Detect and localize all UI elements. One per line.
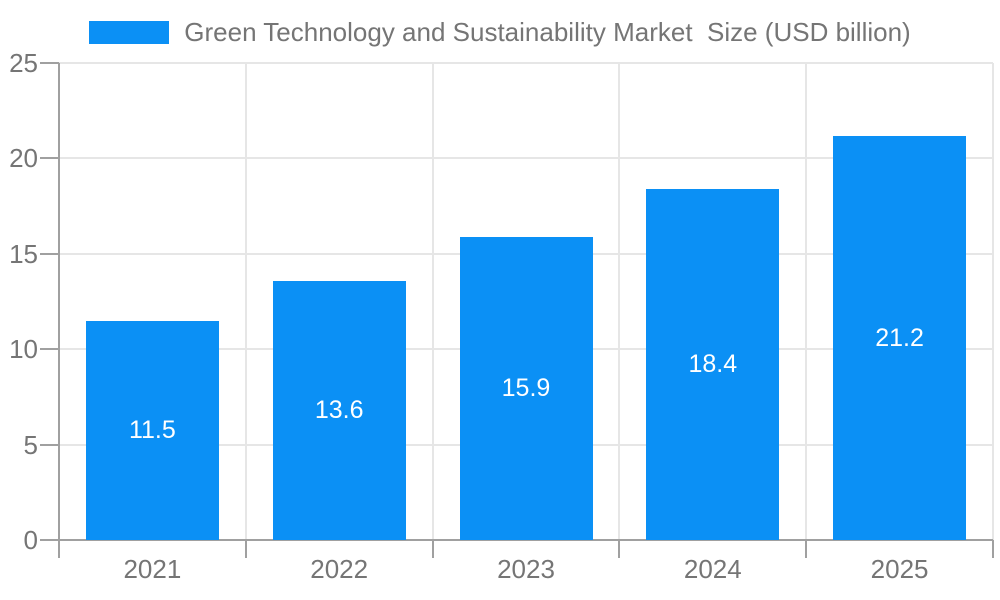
y-axis-tick bbox=[40, 539, 59, 541]
chart-legend: Green Technology and Sustainability Mark… bbox=[0, 17, 1000, 48]
v-gridline bbox=[431, 63, 434, 540]
v-gridline bbox=[244, 63, 247, 540]
y-axis-line bbox=[58, 63, 60, 558]
x-axis-label-2022: 2022 bbox=[310, 554, 369, 584]
x-axis-tick bbox=[431, 540, 434, 558]
bar-value-label: 15.9 bbox=[501, 374, 551, 403]
bar-2023: 15.9 bbox=[459, 236, 593, 540]
y-axis-tick bbox=[40, 252, 59, 255]
bar-2022: 13.6 bbox=[272, 280, 406, 540]
y-axis-tick-label: 0 bbox=[23, 525, 38, 555]
y-axis-tick-label: 10 bbox=[9, 334, 38, 365]
x-axis-tick bbox=[244, 540, 247, 558]
x-axis-label-2025: 2025 bbox=[870, 554, 929, 584]
v-gridline bbox=[618, 63, 621, 540]
x-axis-tick bbox=[618, 540, 621, 558]
y-axis-tick-label: 25 bbox=[9, 48, 38, 78]
bar-value-label: 11.5 bbox=[128, 416, 176, 445]
x-axis-tick bbox=[805, 540, 808, 558]
bar-2024: 18.4 bbox=[646, 188, 780, 540]
h-gridline bbox=[59, 62, 993, 64]
bar-2025: 21.2 bbox=[833, 135, 967, 540]
v-gridline bbox=[992, 63, 994, 540]
x-axis-tick bbox=[992, 540, 994, 558]
bar-value-label: 21.2 bbox=[875, 323, 924, 352]
y-axis-tick bbox=[40, 443, 59, 446]
x-axis-label-2024: 2024 bbox=[683, 554, 742, 584]
y-axis-tick bbox=[40, 348, 59, 351]
bar-2021: 11.5 bbox=[85, 320, 219, 540]
legend-label: Green Technology and Sustainability Mark… bbox=[184, 17, 911, 47]
y-axis-tick bbox=[40, 62, 59, 64]
y-axis-tick bbox=[40, 157, 59, 160]
x-axis-label-2023: 2023 bbox=[497, 554, 555, 584]
y-axis-tick-label: 20 bbox=[9, 143, 38, 174]
y-axis-tick-label: 15 bbox=[9, 238, 38, 269]
x-axis-label-2021: 2021 bbox=[123, 554, 182, 584]
legend-swatch bbox=[89, 21, 170, 44]
x-axis-line bbox=[59, 539, 993, 541]
bar-value-label: 18.4 bbox=[688, 350, 738, 379]
y-axis-tick-label: 5 bbox=[23, 429, 38, 460]
h-gridline bbox=[59, 157, 993, 160]
plot-area: 0 5 10 15 20 25 11.5 2021 13.6 2022 15.9 2023 18.4 20… bbox=[9, 48, 994, 584]
bar-value-label: 13.6 bbox=[314, 396, 364, 425]
v-gridline bbox=[805, 63, 808, 540]
